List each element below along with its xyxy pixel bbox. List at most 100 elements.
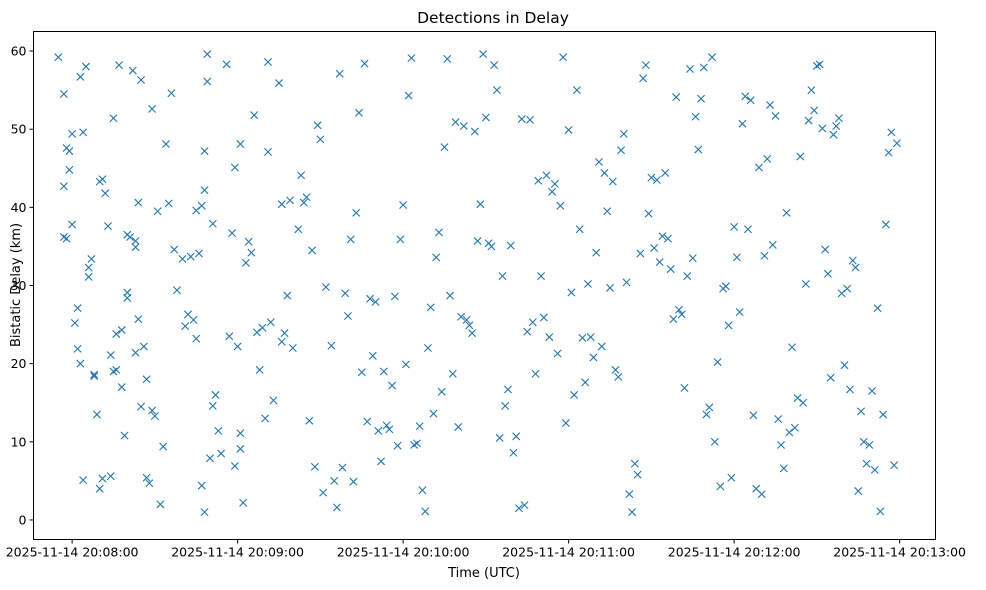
- data-point: [357, 368, 366, 377]
- data-point: [374, 426, 383, 435]
- data-point: [506, 241, 515, 250]
- data-point: [851, 263, 860, 272]
- data-point: [699, 63, 708, 72]
- data-point: [412, 439, 421, 448]
- data-point: [429, 409, 438, 418]
- data-point: [884, 148, 893, 157]
- data-point: [302, 193, 311, 202]
- data-point: [531, 369, 540, 378]
- data-point: [363, 417, 372, 426]
- data-point: [608, 177, 617, 186]
- data-point: [84, 263, 93, 272]
- data-point: [503, 385, 512, 394]
- data-point: [399, 201, 408, 209]
- data-point: [206, 454, 215, 463]
- data-point: [589, 353, 598, 362]
- data-point: [611, 365, 620, 374]
- data-point: [415, 422, 424, 431]
- data-point: [73, 304, 82, 313]
- data-point: [520, 501, 529, 510]
- data-point: [440, 143, 449, 152]
- data-point: [799, 398, 808, 407]
- data-point: [150, 412, 159, 421]
- data-point: [785, 428, 794, 437]
- x-axis-title: Time (UTC): [447, 566, 520, 581]
- data-point: [481, 113, 490, 122]
- data-point: [330, 476, 339, 485]
- data-point: [401, 360, 410, 369]
- data-point: [479, 50, 488, 59]
- data-point: [705, 403, 714, 412]
- y-tick-label: 30: [11, 278, 27, 293]
- data-point: [128, 66, 137, 75]
- data-point: [766, 100, 774, 109]
- data-point: [454, 422, 463, 431]
- data-point: [514, 504, 523, 513]
- data-point: [139, 342, 148, 351]
- data-point: [217, 449, 226, 458]
- data-point: [887, 128, 896, 137]
- data-point: [241, 258, 250, 267]
- data-point: [368, 351, 377, 360]
- data-point: [153, 207, 162, 216]
- data-point: [564, 125, 573, 134]
- data-point: [423, 344, 432, 353]
- data-point: [691, 112, 700, 121]
- y-tick-label: 50: [11, 122, 27, 137]
- data-point: [517, 115, 526, 124]
- x-tick-label: 2025-11-14 20:09:00: [171, 545, 304, 560]
- data-point: [619, 129, 628, 138]
- data-point: [117, 383, 126, 392]
- data-point: [54, 53, 63, 62]
- data-point: [275, 79, 283, 88]
- data-point: [606, 283, 614, 292]
- data-point: [823, 269, 832, 278]
- data-point: [313, 121, 322, 130]
- data-point: [255, 365, 264, 374]
- data-point: [578, 333, 587, 342]
- data-point: [349, 477, 358, 486]
- data-point: [437, 387, 446, 396]
- data-point: [407, 54, 416, 63]
- data-point: [548, 187, 557, 196]
- data-point: [614, 372, 623, 381]
- data-point: [559, 53, 568, 62]
- data-point: [829, 130, 838, 139]
- data-point: [459, 122, 468, 131]
- data-point: [768, 240, 777, 249]
- data-point: [834, 114, 843, 123]
- data-point: [164, 199, 173, 208]
- data-point: [465, 321, 474, 330]
- data-point: [553, 349, 562, 358]
- data-point: [749, 411, 758, 420]
- data-point: [87, 254, 96, 263]
- y-tick-label: 60: [11, 44, 27, 59]
- data-point: [214, 426, 223, 435]
- data-point: [793, 394, 802, 403]
- data-point: [294, 225, 303, 234]
- data-point: [777, 440, 786, 449]
- data-point: [321, 283, 330, 292]
- data-point: [490, 61, 499, 70]
- data-point: [556, 201, 565, 210]
- data-point: [462, 315, 471, 324]
- data-point: [666, 265, 675, 274]
- y-tick-label: 20: [11, 356, 27, 371]
- data-point: [310, 462, 319, 471]
- data-point: [597, 342, 606, 351]
- data-point: [448, 369, 457, 378]
- data-point: [81, 62, 90, 71]
- data-point: [95, 484, 104, 493]
- data-point: [236, 140, 245, 149]
- data-point: [694, 145, 703, 154]
- data-point: [848, 256, 857, 265]
- data-point: [250, 111, 259, 120]
- data-point: [335, 69, 344, 78]
- data-point: [854, 487, 863, 496]
- data-point: [103, 222, 112, 231]
- data-point: [225, 332, 234, 341]
- data-point: [774, 415, 783, 424]
- data-point: [498, 272, 507, 281]
- data-point: [299, 198, 308, 207]
- data-point: [263, 147, 272, 156]
